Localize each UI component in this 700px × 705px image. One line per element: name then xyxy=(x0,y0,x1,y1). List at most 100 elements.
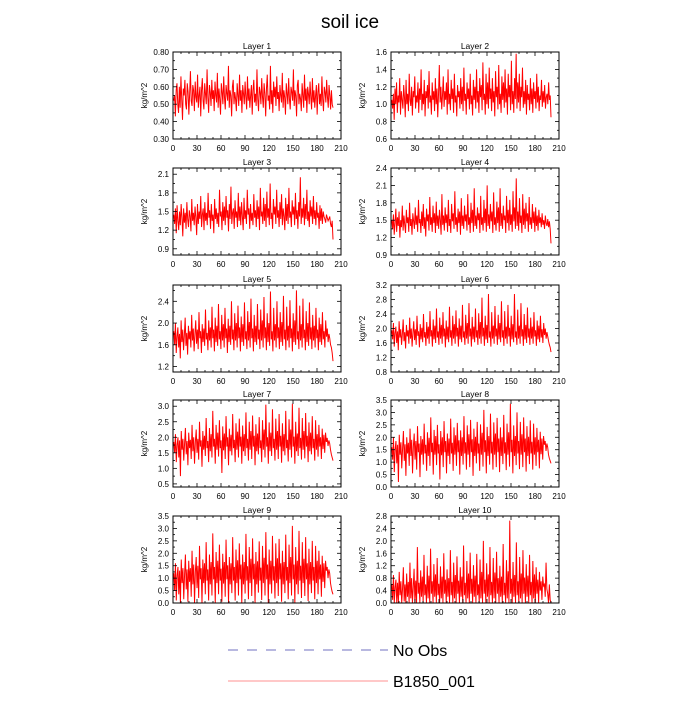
y-axis-label: kg/m^2 xyxy=(140,546,149,572)
y-axis-label: kg/m^2 xyxy=(358,546,367,572)
x-tick-label: 120 xyxy=(262,260,276,269)
panel-2: Layer 2 0 30 60 90 120 150 180 210 0.6 0.8 1.0 1.2 1.… xyxy=(358,41,566,153)
y-tick-label: 1.2 xyxy=(158,226,170,235)
series-line xyxy=(391,403,552,483)
x-tick-label: 30 xyxy=(193,144,202,153)
y-axis-label: kg/m^2 xyxy=(358,198,367,224)
y-tick-label: 3.0 xyxy=(158,402,170,411)
y-tick-label: 0.5 xyxy=(376,471,388,480)
y-tick-label: 0.50 xyxy=(153,100,169,109)
y-axis-label: kg/m^2 xyxy=(140,430,149,456)
x-tick-label: 90 xyxy=(459,608,468,617)
legend-label: B1850_001 xyxy=(393,674,475,691)
x-tick-label: 30 xyxy=(411,260,420,269)
y-tick-label: 1.5 xyxy=(376,216,388,225)
panel-grid: Layer 10 30 60 90 120 150 180 2100.300.400.500.… xyxy=(140,41,566,617)
y-tick-label: 1.8 xyxy=(158,189,170,198)
y-tick-label: 2.8 xyxy=(376,512,388,521)
series-line xyxy=(391,520,552,603)
x-tick-label: 150 xyxy=(286,144,300,153)
y-tick-label: 2.5 xyxy=(158,537,170,546)
x-tick-label: 150 xyxy=(504,260,518,269)
y-tick-label: 0.70 xyxy=(153,65,169,74)
y-tick-label: 1.2 xyxy=(376,562,388,571)
y-tick-label: 1.0 xyxy=(376,458,388,467)
plot-frame xyxy=(172,284,342,373)
series-line xyxy=(173,177,334,240)
y-tick-label: 0.8 xyxy=(376,574,388,583)
y-axis-label: kg/m^2 xyxy=(358,82,367,108)
panel-9: Layer 9 0 30 60 90 120 150 180 210 0.0 0.5 1.0 1.5 2.… xyxy=(140,505,348,617)
y-tick-label: 2.4 xyxy=(376,524,388,533)
y-tick-label: 2.0 xyxy=(158,319,170,328)
x-tick-label: 0 xyxy=(389,377,394,386)
series-line xyxy=(173,65,334,120)
x-tick-label: 60 xyxy=(435,260,444,269)
x-tick-label: 210 xyxy=(334,492,348,501)
y-tick-label: 0.40 xyxy=(153,118,169,127)
x-tick-label: 180 xyxy=(310,377,324,386)
x-tick-label: 60 xyxy=(435,144,444,153)
x-tick-label: 0 xyxy=(171,260,176,269)
x-tick-label: 210 xyxy=(334,377,348,386)
x-tick-label: 180 xyxy=(528,260,542,269)
x-tick-label: 90 xyxy=(459,492,468,501)
x-tick-label: 0 xyxy=(171,492,176,501)
x-tick-label: 120 xyxy=(480,144,494,153)
x-tick-label: 150 xyxy=(504,608,518,617)
y-tick-label: 0.0 xyxy=(376,483,388,492)
x-tick-label: 210 xyxy=(334,144,348,153)
x-tick-label: 180 xyxy=(528,492,542,501)
x-tick-label: 60 xyxy=(435,492,444,501)
panel-4: Layer 4 0 30 60 90 120 150 180 210 0.9 1.2 1.5 1.8 2.… xyxy=(358,157,566,269)
x-tick-label: 30 xyxy=(411,144,420,153)
series-line xyxy=(173,403,334,477)
x-tick-label: 0 xyxy=(389,608,394,617)
x-tick-label: 0 xyxy=(389,492,394,501)
x-tick-label: 120 xyxy=(262,377,276,386)
y-tick-label: 1.6 xyxy=(376,339,388,348)
x-tick-label: 120 xyxy=(262,608,276,617)
x-tick-label: 210 xyxy=(552,260,566,269)
y-axis-label: kg/m^2 xyxy=(140,315,149,341)
x-tick-label: 120 xyxy=(480,608,494,617)
y-tick-label: 2.1 xyxy=(158,170,170,179)
x-tick-label: 0 xyxy=(171,377,176,386)
x-tick-label: 90 xyxy=(459,377,468,386)
y-tick-label: 3.5 xyxy=(158,512,170,521)
y-tick-label: 3.0 xyxy=(376,408,388,417)
x-tick-label: 180 xyxy=(528,377,542,386)
y-tick-label: 0.8 xyxy=(376,118,388,127)
x-tick-label: 90 xyxy=(241,144,250,153)
x-tick-label: 0 xyxy=(171,144,176,153)
x-tick-label: 0 xyxy=(389,144,394,153)
figure-title: soil ice xyxy=(321,12,379,33)
panel-title: Layer 10 xyxy=(458,505,491,515)
panel-title: Layer 3 xyxy=(243,157,272,167)
series-line xyxy=(173,290,334,362)
y-tick-label: 2.4 xyxy=(376,310,388,319)
x-tick-label: 30 xyxy=(411,377,420,386)
y-tick-label: 1.0 xyxy=(158,574,170,583)
y-tick-label: 0.6 xyxy=(376,135,388,144)
y-tick-label: 2.1 xyxy=(376,181,388,190)
y-tick-label: 2.0 xyxy=(158,433,170,442)
legend-entry: No Obs xyxy=(228,643,447,660)
y-tick-label: 2.4 xyxy=(376,164,388,173)
x-tick-label: 210 xyxy=(552,144,566,153)
y-tick-label: 0.30 xyxy=(153,135,169,144)
y-tick-label: 1.5 xyxy=(376,446,388,455)
x-tick-label: 210 xyxy=(552,492,566,501)
panel-title: Layer 7 xyxy=(243,389,272,399)
y-tick-label: 1.0 xyxy=(158,464,170,473)
panel-8: Layer 8 0 30 60 90 120 150 180 210 0.0 0.5 1.0 1.5 2.… xyxy=(358,389,566,501)
y-tick-label: 1.2 xyxy=(376,354,388,363)
x-tick-label: 180 xyxy=(528,144,542,153)
y-tick-label: 2.0 xyxy=(376,537,388,546)
x-tick-label: 120 xyxy=(480,377,494,386)
y-axis-label: kg/m^2 xyxy=(358,315,367,341)
y-tick-label: 1.0 xyxy=(376,100,388,109)
x-tick-label: 60 xyxy=(435,377,444,386)
x-tick-label: 120 xyxy=(480,260,494,269)
